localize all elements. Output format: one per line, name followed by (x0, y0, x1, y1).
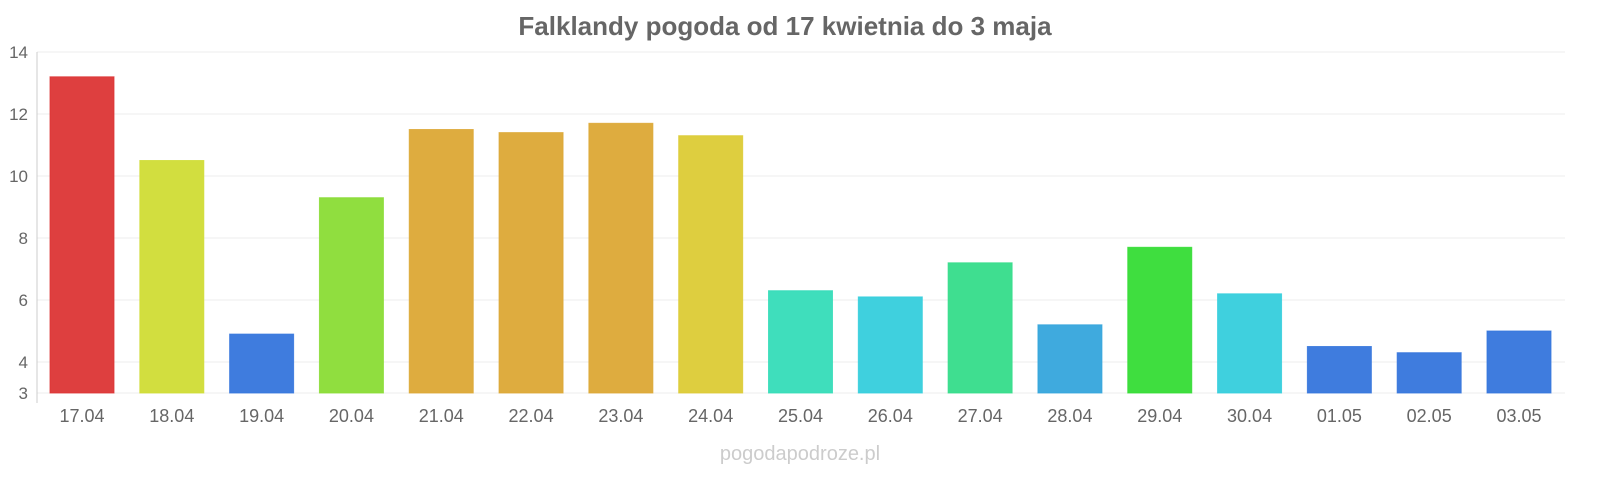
bar-19.04[interactable] (229, 333, 295, 394)
y-tick-label: 8 (19, 229, 28, 248)
x-tick-label: 01.05 (1317, 406, 1362, 426)
x-tick-label: 21.04 (419, 406, 464, 426)
y-tick-label: 14 (9, 43, 28, 62)
x-tick-label: 30.04 (1227, 406, 1272, 426)
bar-01.05[interactable] (1306, 346, 1372, 394)
x-tick-label: 28.04 (1047, 406, 1092, 426)
x-tick-label: 29.04 (1137, 406, 1182, 426)
chart-title: Falklandy pogoda od 17 kwietnia do 3 maj… (518, 11, 1052, 41)
bar-18.04[interactable] (139, 160, 205, 394)
bar-21.04[interactable] (408, 129, 474, 394)
x-tick-label: 18.04 (149, 406, 194, 426)
bar-22.04[interactable] (498, 132, 564, 394)
y-tick-label: 12 (9, 105, 28, 124)
bar-03.05[interactable] (1486, 330, 1552, 394)
x-tick-label: 22.04 (509, 406, 554, 426)
bar-24.04[interactable] (678, 135, 744, 394)
bar-02.05[interactable] (1396, 352, 1462, 394)
bar-27.04[interactable] (947, 262, 1013, 394)
bar-30.04[interactable] (1217, 293, 1283, 394)
x-tick-label: 17.04 (59, 406, 104, 426)
bar-25.04[interactable] (768, 290, 833, 394)
watermark: pogodapodroze.pl (720, 443, 880, 465)
bar-17.04[interactable] (49, 76, 115, 394)
y-tick-label: 10 (9, 167, 28, 186)
x-tick-label: 19.04 (239, 406, 284, 426)
x-tick-label: 24.04 (688, 406, 733, 426)
x-tick-label: 25.04 (778, 406, 823, 426)
y-tick-label: 6 (19, 291, 28, 310)
bar-29.04[interactable] (1127, 246, 1193, 394)
x-tick-label: 27.04 (958, 406, 1003, 426)
x-tick-label: 02.05 (1407, 406, 1452, 426)
y-tick-label: 3 (19, 384, 28, 403)
x-tick-label: 03.05 (1496, 406, 1541, 426)
y-tick-label: 4 (19, 353, 28, 372)
bar-20.04[interactable] (318, 197, 384, 394)
x-tick-label: 20.04 (329, 406, 374, 426)
x-tick-label: 23.04 (598, 406, 643, 426)
bar-23.04[interactable] (588, 122, 654, 394)
x-tick-label: 26.04 (868, 406, 913, 426)
bar-26.04[interactable] (857, 296, 923, 394)
bar-28.04[interactable] (1037, 324, 1103, 394)
